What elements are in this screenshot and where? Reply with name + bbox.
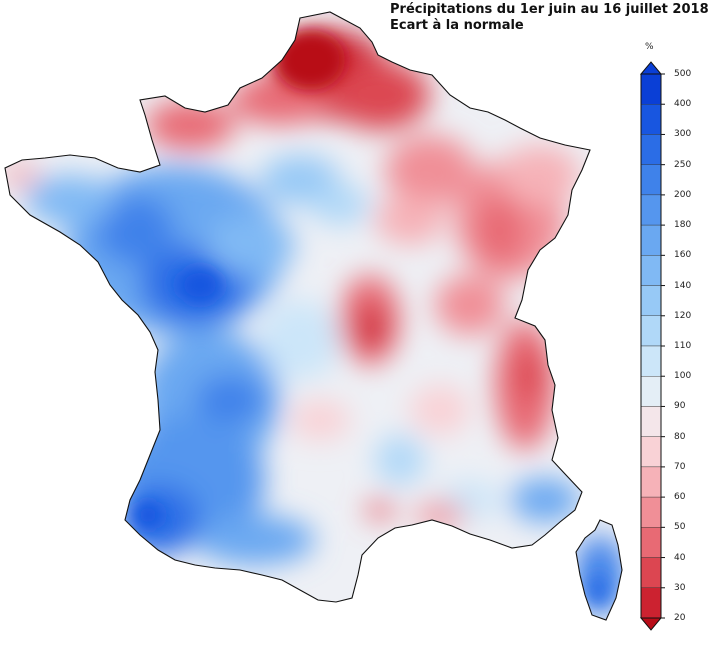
map-title: Précipitations du 1er juin au 16 juillet… xyxy=(390,2,709,17)
legend-swatch xyxy=(640,527,662,558)
legend-swatch xyxy=(640,164,662,196)
legend-tick-label: 100 xyxy=(674,371,692,382)
legend-top-arrow xyxy=(639,61,663,75)
legend-tick-label: 40 xyxy=(674,552,686,563)
legend-swatch xyxy=(640,496,662,528)
legend-tick-label: 140 xyxy=(674,280,692,291)
legend-swatch xyxy=(640,255,662,286)
legend-tick-label: 160 xyxy=(674,250,692,261)
legend-tick-label: 30 xyxy=(674,582,686,593)
legend-swatch xyxy=(640,406,662,437)
legend-swatch xyxy=(640,557,662,588)
legend-swatch xyxy=(640,376,662,407)
legend-tick-label: 50 xyxy=(674,522,686,533)
legend-swatch xyxy=(640,466,662,498)
legend-tick-label: 200 xyxy=(674,189,692,200)
legend-swatch xyxy=(640,134,662,165)
legend-swatch xyxy=(640,587,662,619)
legend-swatch xyxy=(640,104,662,135)
legend-tick-label: 400 xyxy=(674,99,692,110)
legend-unit-label: % xyxy=(645,42,654,52)
map-fill xyxy=(5,12,622,620)
legend-tick-label: 300 xyxy=(674,129,692,140)
legend-swatch xyxy=(640,345,662,377)
legend-tick-label: 90 xyxy=(674,401,686,412)
legend-color-bar xyxy=(639,61,665,631)
legend-tick-label: 110 xyxy=(674,341,692,351)
map-subtitle: Ecart à la normale xyxy=(390,18,524,33)
legend-tick-label: 20 xyxy=(674,613,686,623)
legend-swatch xyxy=(640,194,662,226)
legend-tick-label: 180 xyxy=(674,220,692,231)
legend-tick-label: 70 xyxy=(674,461,686,472)
legend-swatch xyxy=(640,436,662,468)
legend-tick-label: 80 xyxy=(674,431,686,442)
legend-tick-label: 120 xyxy=(674,310,692,321)
legend-tick-label: 250 xyxy=(674,159,692,170)
legend-tick-label: 500 xyxy=(674,69,692,79)
legend-swatch xyxy=(640,315,662,347)
legend-swatch xyxy=(640,285,662,316)
country-outline xyxy=(4,11,623,621)
legend-bottom-arrow xyxy=(639,617,663,631)
legend-tick-label: 60 xyxy=(674,492,686,503)
legend-swatch xyxy=(640,73,662,105)
legend-swatch xyxy=(640,224,662,256)
